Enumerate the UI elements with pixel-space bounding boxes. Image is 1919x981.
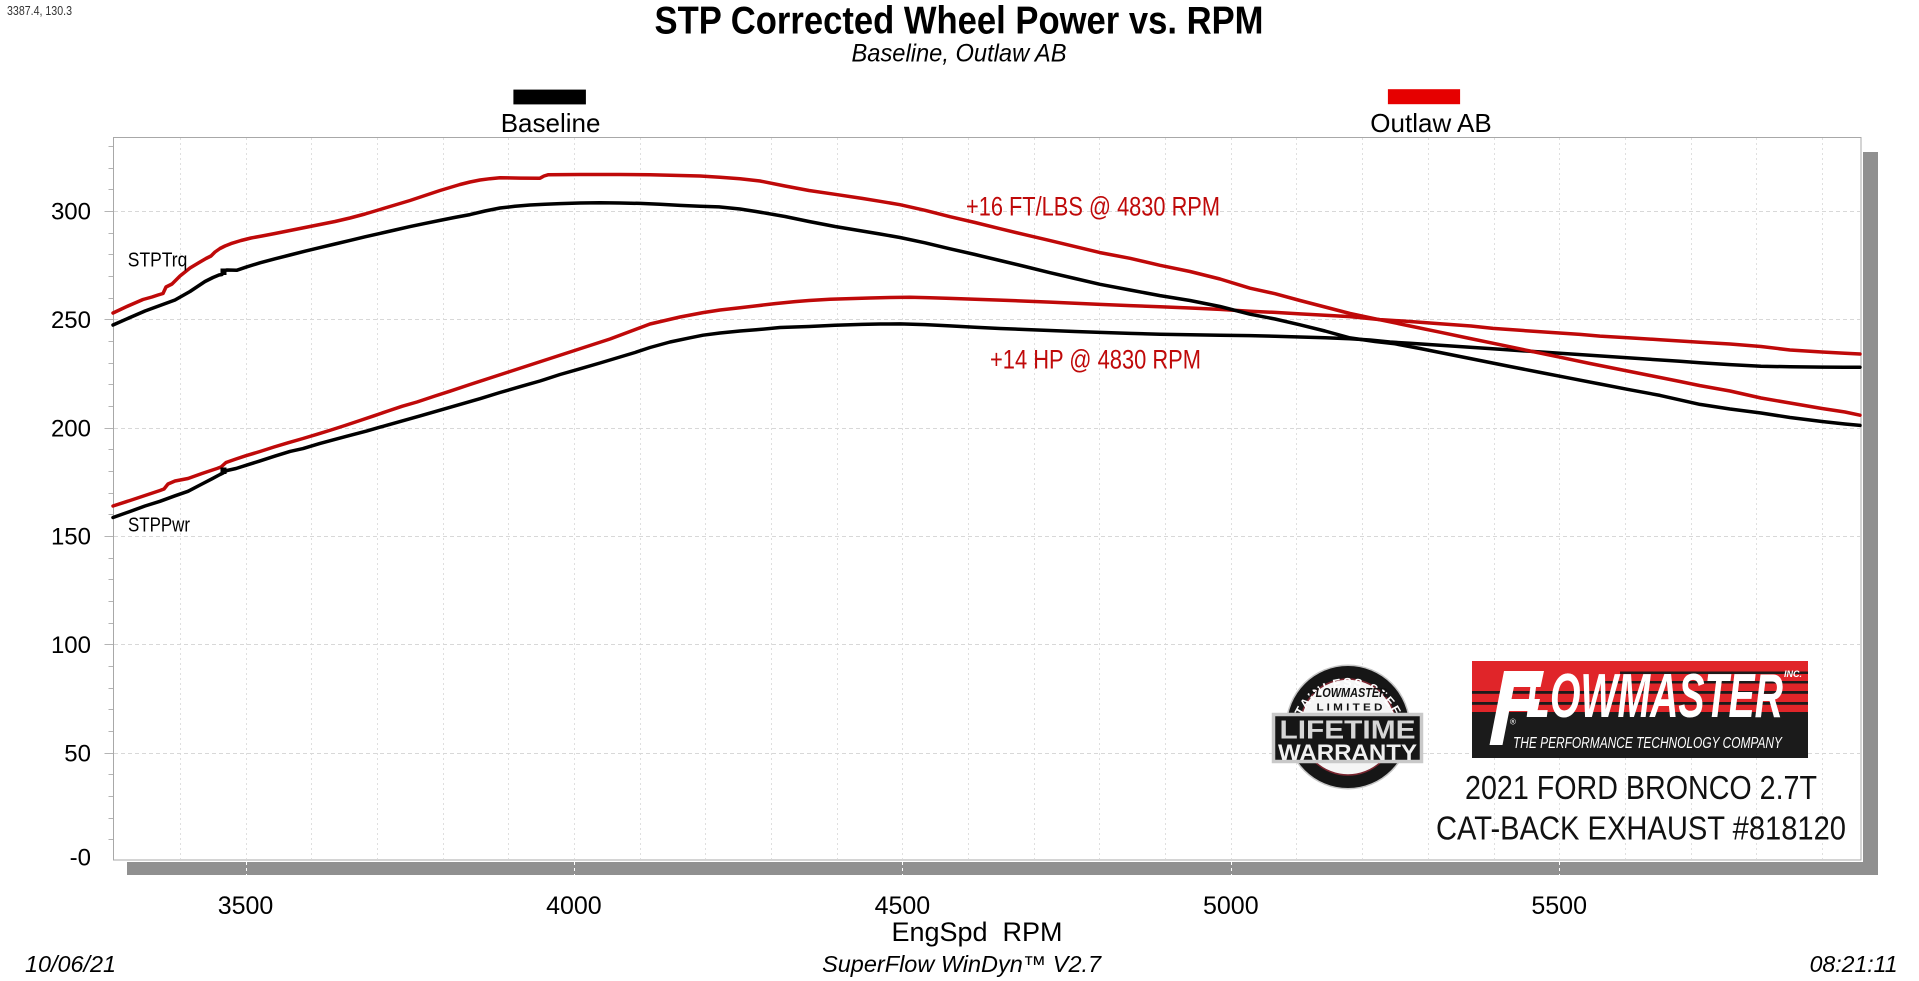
svg-text:STPPwr: STPPwr — [128, 514, 190, 537]
svg-text:L I M I T E D: L I M I T E D — [1317, 703, 1383, 714]
svg-text:3500: 3500 — [218, 892, 274, 920]
svg-text:08:21:11: 08:21:11 — [1810, 951, 1898, 977]
svg-text:+14 HP @ 4830 RPM: +14 HP @ 4830 RPM — [990, 345, 1201, 375]
svg-text:THE PERFORMANCE TECHNOLOGY COM: THE PERFORMANCE TECHNOLOGY COMPANY — [1513, 735, 1783, 752]
svg-text:LOWMASTER: LOWMASTER — [1526, 662, 1783, 731]
svg-text:5000: 5000 — [1203, 892, 1259, 920]
svg-text:250: 250 — [51, 307, 91, 334]
svg-text:FLOWMASTER: FLOWMASTER — [1309, 686, 1387, 700]
svg-text:-0: -0 — [70, 845, 91, 872]
svg-text:4500: 4500 — [875, 892, 931, 920]
svg-text:INC.: INC. — [1784, 669, 1802, 679]
svg-text:SuperFlow WinDyn™ V2.7: SuperFlow WinDyn™ V2.7 — [822, 951, 1102, 977]
svg-text:®: ® — [1510, 718, 1516, 727]
svg-text:Outlaw AB: Outlaw AB — [1370, 108, 1491, 138]
svg-text:Baseline, Outlaw AB: Baseline, Outlaw AB — [852, 40, 1067, 68]
svg-text:5500: 5500 — [1531, 892, 1587, 920]
svg-text:+16 FT/LBS @ 4830 RPM: +16 FT/LBS @ 4830 RPM — [966, 192, 1220, 222]
svg-text:4000: 4000 — [546, 892, 602, 920]
svg-text:300: 300 — [51, 199, 91, 226]
svg-text:200: 200 — [51, 415, 91, 442]
svg-text:CAT-BACK EXHAUST #818120: CAT-BACK EXHAUST #818120 — [1436, 811, 1846, 848]
svg-text:WARRANTY: WARRANTY — [1278, 740, 1417, 765]
svg-text:STPTrq: STPTrq — [128, 248, 188, 271]
svg-text:2021 FORD BRONCO 2.7T: 2021 FORD BRONCO 2.7T — [1465, 770, 1817, 807]
svg-text:10/06/21: 10/06/21 — [25, 951, 116, 977]
svg-text:50: 50 — [64, 740, 91, 767]
svg-text:STP Corrected Wheel Power vs.: STP Corrected Wheel Power vs. RPM — [655, 0, 1264, 43]
svg-text:100: 100 — [51, 632, 91, 659]
svg-text:3387.4, 130.3: 3387.4, 130.3 — [7, 4, 72, 18]
svg-text:150: 150 — [51, 524, 91, 551]
svg-text:EngSpd RPM: EngSpd RPM — [891, 917, 1062, 947]
svg-text:Baseline: Baseline — [501, 108, 601, 138]
svg-text:LIFETIME: LIFETIME — [1280, 715, 1416, 745]
